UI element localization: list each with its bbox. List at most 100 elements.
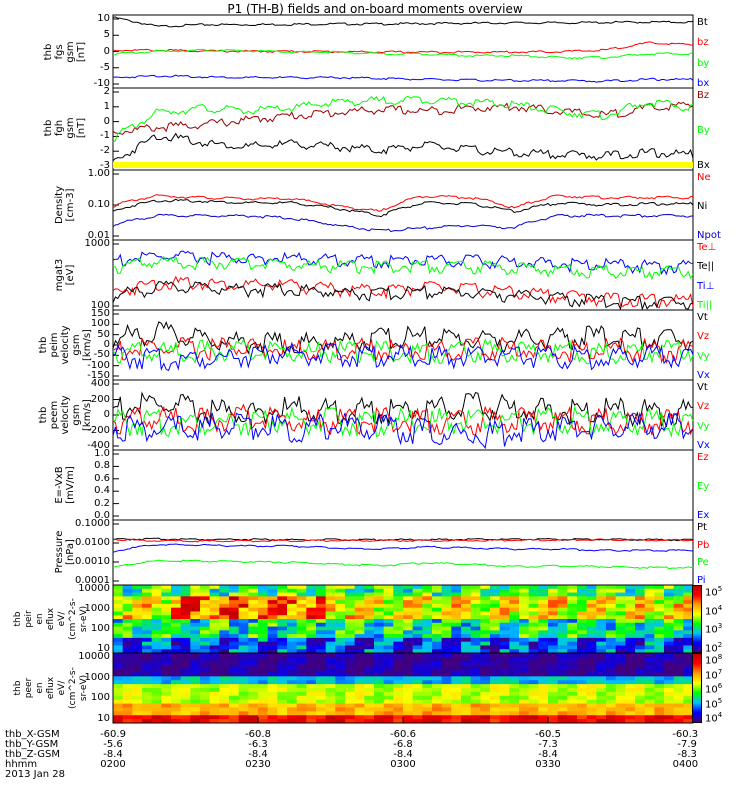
heatmap-cell (258, 641, 269, 646)
heatmap-cell (644, 596, 655, 601)
heatmap-cell (615, 596, 626, 601)
heatmap-cell (451, 637, 462, 643)
legend-Bx: Bx (697, 160, 710, 171)
heatmap-cell (461, 592, 472, 597)
heatmap-cell (403, 688, 414, 693)
heatmap-cell (180, 600, 191, 605)
heatmap-cell (209, 615, 220, 620)
heatmap-cell (615, 626, 626, 631)
legend-Vt: Vt (697, 312, 708, 323)
heatmap-cell (296, 664, 307, 670)
heatmap-cell (122, 656, 133, 662)
heatmap-cell (267, 691, 278, 697)
heatmap-cell (412, 588, 423, 594)
heatmap-cell (432, 715, 443, 720)
heatmap-cell (470, 603, 481, 609)
heatmap-cell (470, 691, 481, 697)
heatmap-cell (142, 622, 153, 628)
heatmap-cell (577, 656, 588, 662)
heatmap-cell (654, 668, 665, 673)
heatmap-cell (374, 688, 385, 693)
heatmap-cell (383, 634, 394, 639)
heatmap-cell (248, 603, 259, 609)
heatmap-cell (296, 622, 307, 628)
heatmap-cell (615, 585, 626, 590)
heatmap-cell (499, 691, 510, 697)
heatmap-cell (635, 719, 646, 724)
series-line-Bt (112, 16, 694, 28)
heatmap-cell (461, 611, 472, 616)
heatmap-cell (664, 603, 675, 609)
heatmap-cell (586, 668, 597, 673)
heatmap-cell (287, 607, 298, 612)
heatmap-cell (499, 653, 510, 658)
ytick-label: 50 (97, 328, 110, 340)
heatmap-cell (122, 676, 133, 681)
heatmap-cell (519, 637, 530, 643)
heatmap-cell (422, 664, 433, 670)
heatmap-cell (519, 672, 530, 677)
heatmap-cell (635, 622, 646, 628)
heatmap-cell (393, 719, 404, 724)
footer-value: -8.4 (393, 749, 413, 760)
heatmap-cell (267, 707, 278, 712)
heatmap-cell (267, 615, 278, 620)
heatmap-cell (200, 641, 211, 646)
heatmap-cell (451, 684, 462, 689)
heatmap-cell (654, 634, 665, 639)
legend-bx: bx (697, 78, 710, 89)
heatmap-cell (519, 668, 530, 673)
heatmap-cell (238, 699, 249, 705)
heatmap-cell (364, 719, 375, 724)
heatmap-cell (673, 649, 684, 654)
heatmap-cell (615, 719, 626, 724)
ytick-label: 1000 (84, 238, 110, 249)
heatmap-cell (113, 676, 124, 681)
heatmap-cell (113, 703, 124, 708)
heatmap-cell (113, 600, 124, 605)
heatmap-cell (567, 711, 578, 716)
heatmap-cell (200, 603, 211, 609)
heatmap-cell (325, 622, 336, 628)
heatmap-cell (171, 585, 182, 590)
heatmap-cell (635, 711, 646, 716)
heatmap-cell (219, 703, 230, 708)
heatmap-cell (625, 711, 636, 716)
heatmap-cell (470, 634, 481, 639)
heatmap-cell (316, 641, 327, 646)
heatmap-cell (267, 715, 278, 720)
heatmap-cell (354, 649, 365, 654)
heatmap-cell (277, 611, 288, 616)
heatmap-cell (142, 684, 153, 689)
heatmap-cell (654, 715, 665, 720)
heatmap-cell (354, 645, 365, 650)
heatmap-cell (451, 695, 462, 701)
heatmap-cell (422, 600, 433, 605)
heatmap-cell (364, 645, 375, 650)
heatmap-cell (151, 715, 162, 720)
heatmap-cell (374, 653, 385, 658)
heatmap-cell (325, 626, 336, 631)
heatmap-cell (490, 668, 501, 673)
heatmap-cell (113, 637, 124, 643)
heatmap-cell (683, 600, 694, 605)
heatmap-cell (151, 656, 162, 662)
heatmap-cell (345, 688, 356, 693)
heatmap-cell (142, 719, 153, 724)
heatmap-cell (364, 649, 375, 654)
heatmap-cell (258, 592, 269, 597)
heatmap-cell (190, 668, 201, 673)
heatmap-cell (335, 649, 346, 654)
heatmap-cell (422, 656, 433, 662)
heatmap-cell (586, 585, 597, 590)
heatmap-cell (490, 715, 501, 720)
heatmap-cell (374, 680, 385, 685)
heatmap-cell (509, 622, 520, 628)
heatmap-cell (354, 684, 365, 689)
heatmap-cell (383, 611, 394, 616)
heatmap-cell (287, 619, 298, 624)
heatmap-cell (171, 695, 182, 701)
heatmap-cell (238, 645, 249, 650)
heatmap-cell (287, 611, 298, 616)
heatmap-cell (432, 688, 443, 693)
